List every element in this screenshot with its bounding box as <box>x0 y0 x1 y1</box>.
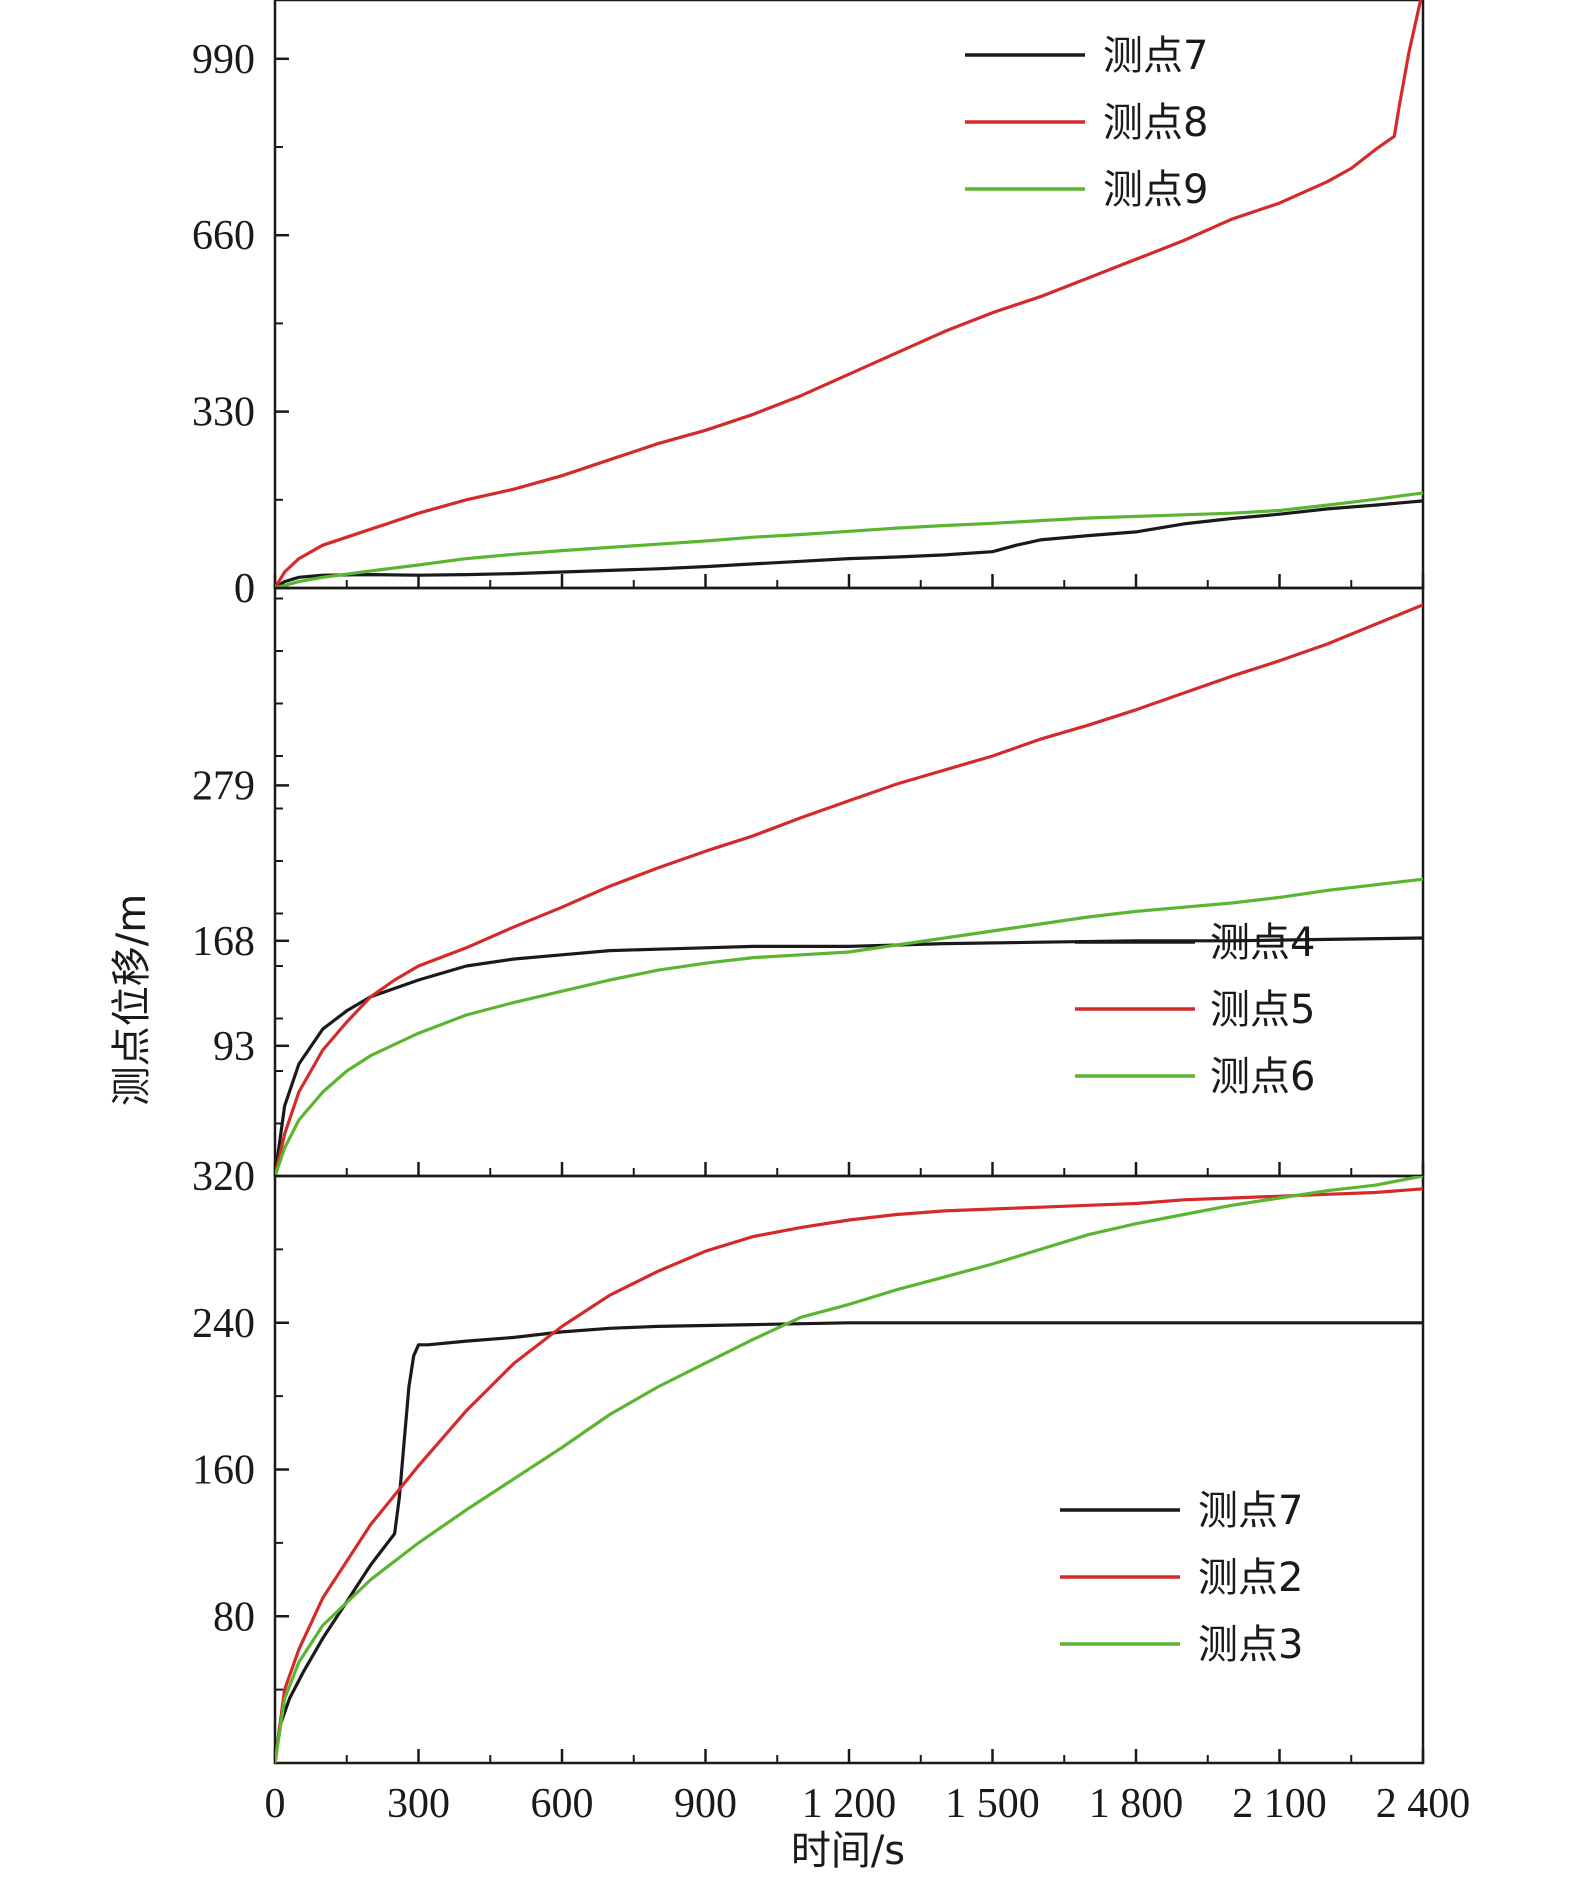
legend-label: 测点5 <box>1210 987 1315 1033</box>
x-tick-label: 0 <box>265 1781 286 1827</box>
chart-panels: 0 330 660 990 测点7 测点8 测点9 93 168 279 320 测点4 测点5 测点6 8… <box>192 0 1425 1765</box>
legend-label: 测点2 <box>1198 1555 1303 1601</box>
panel-top: 0 330 660 990 测点7 测点8 测点9 <box>192 0 1425 612</box>
legend-label: 测点7 <box>1198 1488 1303 1534</box>
x-tick-label: 300 <box>387 1781 450 1827</box>
legend: 测点7 测点8 测点9 <box>965 33 1208 213</box>
y-tick-label: 279 <box>192 763 255 809</box>
panel-middle: 93 168 279 320 测点4 测点5 测点6 <box>192 586 1425 1200</box>
series-line <box>275 1176 1423 1763</box>
legend-label: 测点4 <box>1210 920 1315 966</box>
panel-bottom: 80 160 240 测点7 测点2 测点3 <box>192 1174 1425 1765</box>
x-tick-label: 2 100 <box>1232 1781 1327 1827</box>
legend: 测点7 测点2 测点3 <box>1060 1488 1303 1668</box>
x-tick-label: 2 400 <box>1376 1781 1471 1827</box>
series-line <box>275 491 1423 588</box>
x-axis: 0 300 600 900 1 200 1 500 1 800 2 100 2 400 <box>265 1781 1471 1827</box>
x-axis-title: 时间/s <box>791 1828 905 1874</box>
y-tick-label: 80 <box>213 1594 255 1640</box>
y-tick-label: 168 <box>192 919 255 965</box>
series-group <box>275 0 1423 588</box>
x-tick-label: 900 <box>674 1781 737 1827</box>
legend-label: 测点9 <box>1103 167 1208 213</box>
series-line <box>275 1321 1423 1763</box>
legend: 测点4 测点5 测点6 <box>1075 920 1315 1100</box>
y-tick-label: 320 <box>192 1154 255 1200</box>
y-tick-label: 93 <box>213 1024 255 1070</box>
y-tick-label: 330 <box>192 390 255 436</box>
x-tick-label: 1 200 <box>802 1781 897 1827</box>
series-line <box>275 0 1423 588</box>
y-tick-label: 240 <box>192 1301 255 1347</box>
y-tick-label: 160 <box>192 1448 255 1494</box>
y-tick-label: 990 <box>192 37 255 83</box>
legend-label: 测点7 <box>1103 33 1208 79</box>
series-line <box>275 499 1423 588</box>
y-tick-label: 0 <box>234 566 255 612</box>
x-tick-label: 600 <box>531 1781 594 1827</box>
series-line <box>275 603 1423 1176</box>
legend-label: 测点6 <box>1210 1054 1315 1100</box>
panel-frame <box>273 0 1425 590</box>
x-tick-label: 1 800 <box>1089 1781 1184 1827</box>
legend-label: 测点8 <box>1103 100 1208 146</box>
y-axis-title: 测点位移/m <box>109 894 155 1106</box>
series-line <box>275 1187 1423 1763</box>
series-line <box>275 877 1423 1176</box>
panel-frame <box>273 1174 1425 1765</box>
y-tick-label: 0 <box>234 566 255 612</box>
series-group <box>275 1176 1423 1763</box>
legend-label: 测点3 <box>1198 1622 1303 1668</box>
x-tick-label: 1 500 <box>945 1781 1040 1827</box>
y-tick-label: 660 <box>192 213 255 259</box>
